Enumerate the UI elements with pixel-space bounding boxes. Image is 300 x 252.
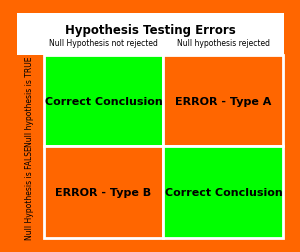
Text: ERROR - Type A: ERROR - Type A [175,96,272,106]
Text: Correct Conclusion: Correct Conclusion [45,96,162,106]
Text: Null hypothesis rejected: Null hypothesis rejected [177,39,270,48]
Bar [44,147,164,238]
Text: ERROR - Type B: ERROR - Type B [56,187,152,198]
Text: Null hypothesis is TRUE: Null hypothesis is TRUE [26,56,34,146]
Bar [44,55,164,147]
Bar [164,55,284,147]
Bar [16,14,283,55]
Text: Null Hypothesis is FALSE: Null Hypothesis is FALSE [26,146,34,239]
Text: Correct Conclusion: Correct Conclusion [165,187,282,198]
Text: Null Hypothesis not rejected: Null Hypothesis not rejected [49,39,158,48]
Text: Hypothesis Testing Errors: Hypothesis Testing Errors [64,24,236,37]
Bar [164,147,284,238]
